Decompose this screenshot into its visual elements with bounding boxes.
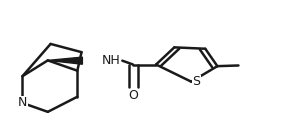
Polygon shape (48, 57, 82, 64)
Text: NH: NH (102, 54, 121, 67)
Text: S: S (193, 75, 201, 88)
Text: O: O (128, 89, 138, 102)
Text: N: N (18, 96, 27, 109)
